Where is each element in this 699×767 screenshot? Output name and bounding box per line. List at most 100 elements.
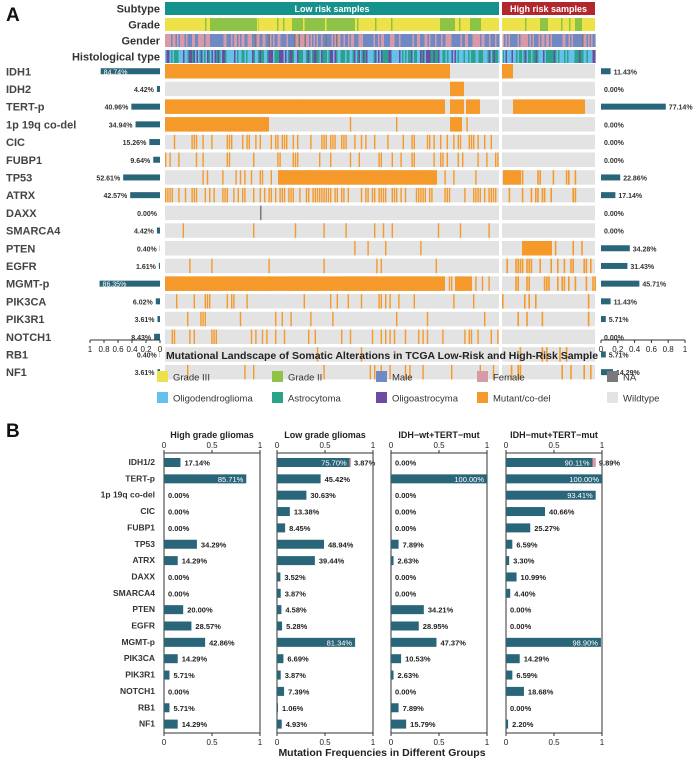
mutation-cell — [502, 64, 513, 79]
bar — [277, 605, 281, 614]
gender-cell — [540, 34, 542, 47]
histology-cell — [582, 50, 584, 63]
wildtype-cell — [502, 153, 595, 168]
gender-cell — [275, 34, 277, 47]
track-label: Histological type — [72, 52, 160, 64]
wildtype-cell — [502, 117, 595, 132]
gender-cell — [542, 34, 544, 47]
wildtype-cell — [502, 206, 595, 221]
track-label: Subtype — [117, 4, 160, 16]
gender-cell — [246, 34, 248, 47]
mutation-cell — [220, 276, 221, 291]
gender-cell — [528, 34, 530, 47]
low-risk-value: 3.61% — [135, 370, 156, 377]
histology-cell — [209, 50, 211, 63]
gender-cell — [207, 34, 209, 47]
gender-cell — [465, 34, 467, 47]
wildtype-cell — [502, 64, 595, 79]
gender-cell — [225, 34, 227, 47]
mutation-cell — [196, 188, 197, 203]
mutation-cell — [251, 330, 252, 345]
mutation-cell — [317, 170, 318, 185]
mutation-cell — [497, 153, 498, 168]
histology-cell — [248, 50, 250, 63]
wildtype-cell — [165, 365, 499, 380]
bar-value: 81.34% — [327, 638, 353, 647]
gender-cell — [188, 34, 190, 47]
low-risk-value: 84.74% — [104, 69, 128, 76]
gender-cell — [402, 34, 404, 47]
histology-cell — [539, 50, 541, 63]
histology-cell — [488, 50, 490, 63]
mutation-cell — [398, 276, 399, 291]
high-risk-value: 0.00% — [604, 229, 625, 236]
gender-cell — [182, 34, 184, 47]
histology-cell — [542, 50, 544, 63]
mutation-cell — [495, 188, 496, 203]
mutation-cell — [312, 188, 313, 203]
gender-cell — [194, 34, 196, 47]
mutation-cell — [539, 259, 541, 274]
histology-cell — [390, 50, 392, 63]
gender-cell — [315, 34, 317, 47]
bar — [391, 605, 424, 614]
gender-cell — [539, 34, 541, 47]
histology-cell — [480, 50, 482, 63]
gender-cell — [378, 34, 380, 47]
high-risk-value: 0.00% — [604, 87, 625, 94]
mutation-cell — [473, 188, 474, 203]
mutation-cell — [484, 135, 485, 150]
mutation-cell — [246, 276, 247, 291]
histology-cell — [557, 50, 559, 63]
legend-swatch — [157, 392, 168, 403]
high-risk-bar — [601, 298, 611, 304]
gender-cell — [252, 34, 254, 47]
low-risk-value: 0.40% — [137, 246, 158, 253]
histology-cell — [207, 50, 209, 63]
mutation-cell — [544, 276, 546, 291]
histology-cell — [255, 50, 257, 63]
mutation-cell — [590, 259, 592, 274]
bar-value: 3.87% — [285, 589, 307, 598]
bar-value: 28.57% — [195, 622, 221, 631]
gender-cell — [195, 34, 197, 47]
histology-cell — [225, 50, 227, 63]
axis-tick-label: 1 — [258, 738, 263, 747]
mutation-cell — [462, 153, 463, 168]
mutation-cell — [418, 188, 419, 203]
gender-cell — [485, 34, 487, 47]
track-label: Grade — [128, 20, 160, 32]
low-risk-value: 6.02% — [133, 299, 154, 306]
mutation-cell — [268, 188, 269, 203]
mutation-cell — [447, 135, 448, 150]
gender-cell — [324, 34, 326, 47]
bar-value: 100.00% — [569, 475, 599, 484]
histology-cell — [579, 50, 581, 63]
histology-cell — [516, 50, 518, 63]
mutation-cell — [310, 135, 311, 150]
histology-cell — [318, 50, 320, 63]
grade-cell — [165, 18, 499, 31]
bar — [277, 703, 278, 712]
mutation-cell — [520, 259, 522, 274]
gender-cell — [209, 34, 211, 47]
mutation-cell — [306, 188, 307, 203]
gender-cell — [462, 34, 464, 47]
mutation-cell — [244, 365, 245, 380]
legend-label: NA — [623, 373, 637, 384]
panel-a-title: Mutational Landscape of Somatic Alterati… — [166, 350, 598, 362]
bar — [506, 654, 520, 663]
mutation-cell — [407, 276, 408, 291]
mutation-cell — [207, 170, 208, 185]
gender-cell — [519, 34, 521, 47]
mutation-cell — [385, 294, 386, 309]
gender-cell — [570, 34, 572, 47]
histology-cell — [419, 50, 421, 63]
mutation-cell — [491, 330, 492, 345]
bar-value: 0.00% — [168, 524, 190, 533]
histology-cell — [573, 50, 575, 63]
mutation-cell — [517, 276, 519, 291]
histology-cell — [312, 50, 314, 63]
wildtype-cell — [165, 206, 499, 221]
